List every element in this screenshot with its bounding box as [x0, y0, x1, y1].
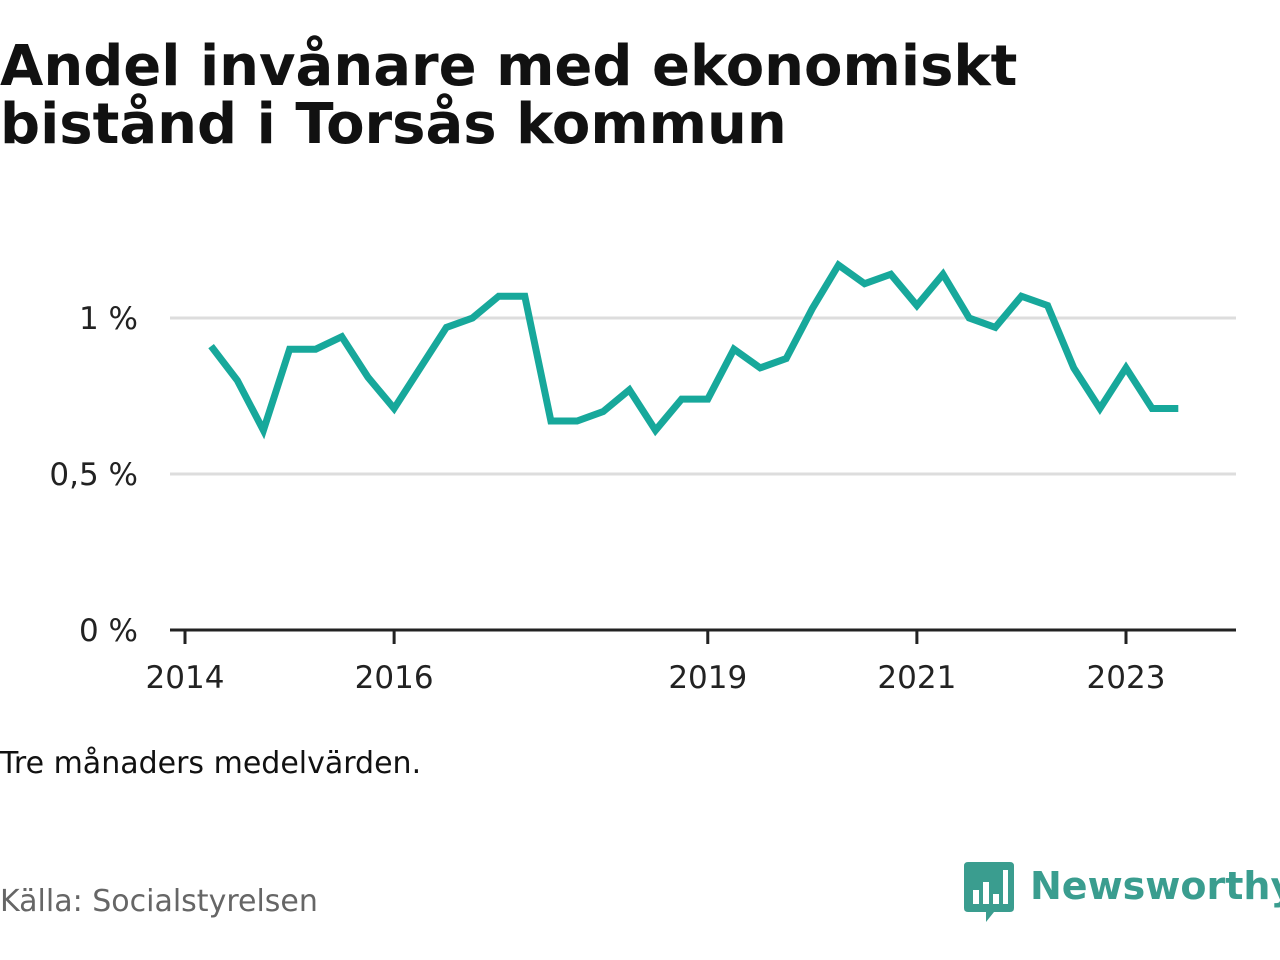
x-axis-ticks: 2014 2016 2019 2021 2023 [146, 630, 1166, 696]
y-tick-label: 0 % [79, 613, 138, 649]
y-tick-label: 1 % [79, 301, 138, 337]
line-chart: 0 % 0,5 % 1 % 2014 2016 2019 2021 2023 [49, 259, 1236, 696]
x-tick-label: 2021 [877, 660, 956, 696]
chart-note: Tre månaders medelvärden. [0, 746, 422, 781]
brand-logo[interactable]: Newsworthy [964, 862, 1280, 924]
y-tick-label: 0,5 % [49, 457, 138, 493]
source-label: Källa: Socialstyrelsen [0, 884, 318, 919]
x-tick-label: 2023 [1087, 660, 1166, 696]
gridlines [170, 316, 1236, 476]
series [208, 259, 1179, 440]
series-line [208, 259, 1179, 440]
y-axis-tick-labels: 0 % 0,5 % 1 % [49, 301, 138, 649]
x-tick-label: 2019 [668, 660, 747, 696]
brand-name: Newsworthy [1030, 864, 1280, 908]
x-tick-label: 2016 [355, 660, 434, 696]
x-tick-label: 2014 [146, 660, 225, 696]
newsworthy-logo-icon [964, 862, 1014, 922]
chart-title: Andel invånare med ekonomiskt bistånd i … [0, 34, 1018, 157]
